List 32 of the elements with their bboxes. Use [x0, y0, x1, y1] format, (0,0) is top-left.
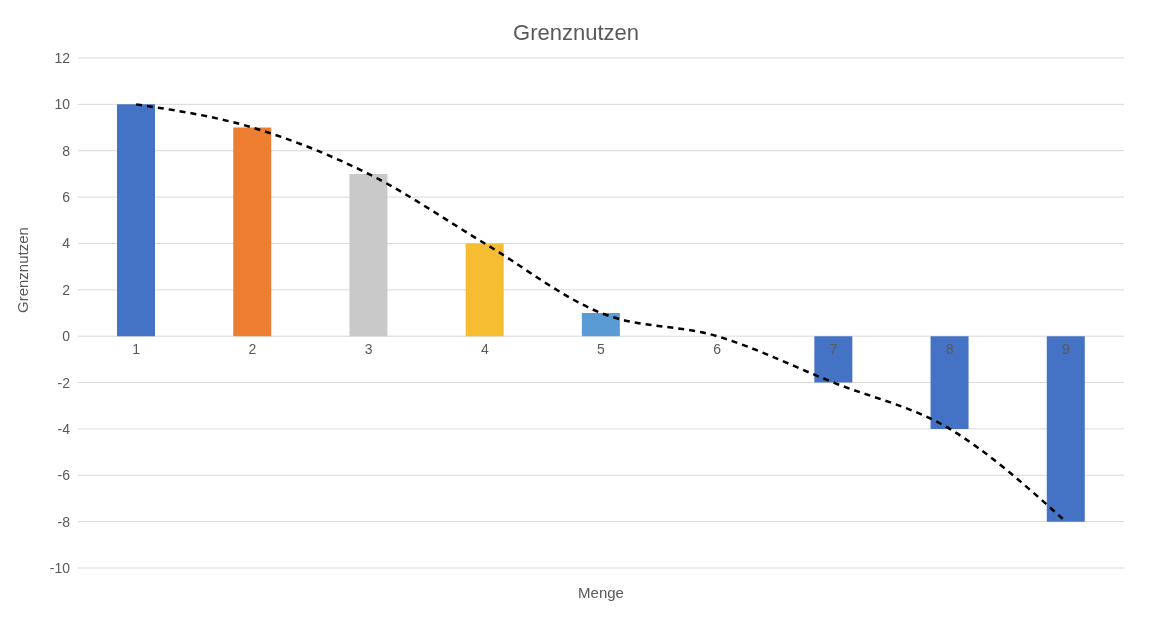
- y-axis-title: Grenznutzen: [14, 227, 32, 313]
- y-tick-label: 10: [54, 96, 71, 113]
- bar: [814, 336, 853, 383]
- x-tick-label: 7: [829, 341, 838, 358]
- bar: [930, 336, 969, 429]
- x-tick-label: 6: [713, 341, 722, 358]
- y-tick-label: 8: [62, 142, 71, 159]
- bar: [465, 243, 504, 337]
- x-tick-label: 3: [364, 341, 373, 358]
- x-tick-label: 1: [132, 341, 141, 358]
- y-tick-label: -8: [57, 513, 71, 530]
- chart-title: Grenznutzen: [512, 20, 640, 46]
- y-tick-label: -2: [57, 374, 71, 391]
- x-tick-label: 9: [1061, 341, 1070, 358]
- y-tick-label: -4: [57, 420, 71, 437]
- x-tick-label: 4: [480, 341, 489, 358]
- x-tick-label: 8: [945, 341, 954, 358]
- y-tick-label: 4: [62, 235, 71, 252]
- y-tick-label: 0: [62, 328, 71, 345]
- x-axis-title: Menge: [578, 584, 624, 601]
- y-tick-label: -6: [57, 467, 71, 484]
- bar: [117, 104, 155, 337]
- y-tick-label: 2: [62, 281, 71, 298]
- x-tick-label: 5: [597, 341, 606, 358]
- bar: [1046, 336, 1085, 522]
- bar: [349, 173, 388, 337]
- y-tick-label: -10: [49, 559, 71, 576]
- y-tick-label: 12: [54, 49, 71, 66]
- bar: [233, 127, 272, 337]
- x-tick-label: 2: [248, 341, 257, 358]
- y-tick-label: 6: [62, 189, 71, 206]
- bar: [581, 313, 620, 337]
